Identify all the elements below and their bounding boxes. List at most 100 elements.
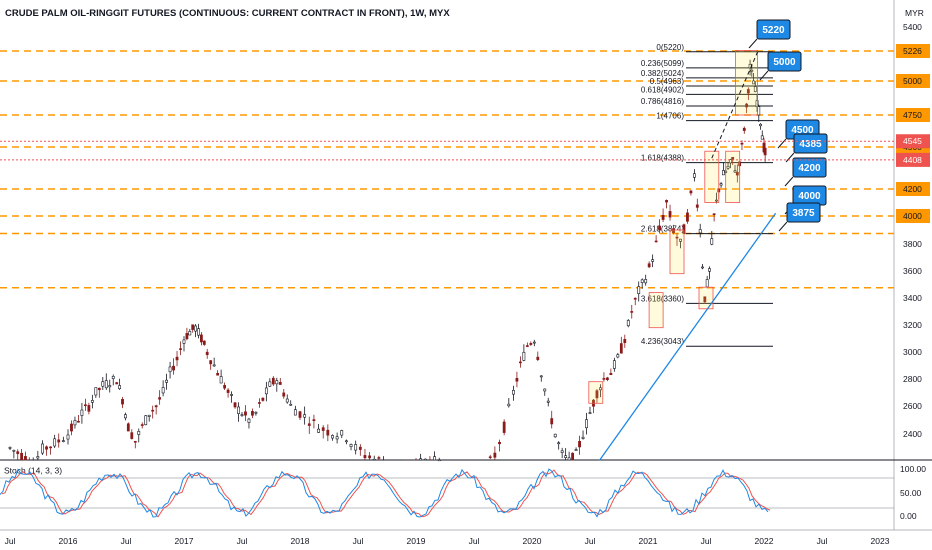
callout-4385[interactable]: 4385: [785, 133, 828, 163]
candle-body: [661, 214, 665, 220]
callout-5000[interactable]: 5000: [759, 51, 802, 81]
candle-body: [331, 435, 334, 439]
candle-body: [257, 402, 261, 404]
price-tick-label: 4200: [903, 184, 922, 194]
candles: [8, 50, 767, 462]
candle-body: [358, 446, 362, 450]
candle-body: [665, 199, 668, 203]
level-label-bg: [896, 44, 930, 58]
callout-4200[interactable]: 4200: [784, 157, 827, 187]
pattern-box[interactable]: [648, 292, 664, 329]
fib-anchor-line[interactable]: [711, 50, 759, 159]
price-pane[interactable]: [0, 0, 894, 460]
candle-body: [703, 296, 707, 303]
candle-body: [205, 351, 209, 355]
price-axis[interactable]: 2400 2600 2800 3000 3200 3400 3600 3800 4000 4200…: [0, 22, 930, 439]
stoch-tick-label: 0.00: [900, 511, 917, 521]
candle-body: [335, 436, 339, 440]
time-tick-label: Jul: [585, 536, 596, 546]
fib-label: 1(4706): [656, 112, 684, 121]
candle-body: [226, 389, 230, 393]
candle-body: [746, 89, 750, 94]
pattern-box[interactable]: [669, 229, 685, 275]
candle-body: [668, 211, 672, 218]
price-tick-label: 3200: [903, 320, 922, 330]
last-price-badge: [896, 152, 930, 167]
candle-body: [80, 409, 84, 416]
support-trendline[interactable]: [598, 212, 777, 461]
candle-body: [137, 431, 141, 435]
candle-body: [264, 387, 268, 395]
candle-body: [197, 328, 200, 336]
candle-body: [644, 279, 648, 284]
pattern-box[interactable]: [704, 150, 720, 203]
candle-body: [493, 452, 497, 458]
candle-body: [368, 455, 372, 459]
pattern-box[interactable]: [698, 286, 714, 310]
candle-body: [726, 165, 730, 169]
candle-body: [223, 385, 227, 389]
candle-body: [230, 394, 233, 396]
candle-body: [728, 159, 732, 164]
level-label-bg: [896, 209, 930, 223]
callout-label: 4500: [791, 125, 814, 136]
candle-body: [340, 430, 344, 436]
candle-body: [529, 343, 533, 345]
candle-body: [536, 356, 540, 360]
candle-body: [637, 286, 641, 294]
candle-body: [719, 183, 723, 186]
candle-body: [66, 434, 70, 440]
candle-body: [12, 449, 16, 452]
candle-body: [191, 324, 195, 330]
price-tick-label: 2800: [903, 374, 922, 384]
candle-body: [512, 389, 515, 395]
candle-body: [740, 142, 744, 145]
callout-3875[interactable]: 3875: [778, 202, 821, 232]
stoch-tick-label: 50.00: [900, 488, 922, 498]
candle-body: [602, 378, 606, 380]
pattern-box[interactable]: [735, 50, 758, 116]
trendline[interactable]: [598, 50, 777, 461]
candle-body: [20, 452, 24, 461]
candle-body: [172, 365, 175, 371]
candle-body: [124, 414, 127, 419]
candle-body: [188, 331, 192, 336]
candle-body: [293, 409, 297, 416]
candle-body: [101, 381, 105, 387]
candle-body: [209, 360, 213, 365]
candle-body: [522, 351, 526, 361]
candle-body: [755, 100, 759, 108]
stochastic-pane[interactable]: Stoch (14, 3, 3) 100.00 50.00 0.00: [0, 464, 926, 521]
candle-body: [759, 123, 762, 127]
time-axis[interactable]: Jul 2016 Jul 2017 Jul 2018 Jul 2019 Jul 2020 Jul 20…: [5, 536, 890, 546]
candle-body: [543, 388, 547, 392]
price-tick-label: 2400: [903, 429, 922, 439]
fib-label: 1.618(4388): [641, 154, 684, 163]
candle-body: [140, 424, 144, 426]
callouts[interactable]: 5220 5000 4500 4385 4200 4000 3875: [748, 19, 828, 232]
fib-label: 0(5220): [656, 43, 684, 52]
time-tick-label: 2020: [523, 536, 542, 546]
pattern-box[interactable]: [588, 381, 604, 404]
candle-body: [326, 429, 330, 436]
candle-body: [168, 366, 172, 373]
candle-body: [161, 387, 165, 394]
candle-body: [752, 80, 755, 85]
candle-body: [753, 86, 757, 92]
fibonacci-extension[interactable]: 0(5220)0.236(5099)0.382(5024)0.5(4963)0.…: [641, 43, 773, 347]
candle-body: [581, 436, 585, 439]
candle-body: [612, 360, 616, 369]
callout-5220[interactable]: 5220: [748, 19, 791, 49]
candle-body: [200, 334, 203, 343]
candle-body: [154, 405, 158, 408]
fib-label: 0.618(4902): [641, 85, 684, 94]
candle-body: [254, 411, 258, 414]
candle-body: [45, 446, 48, 450]
candle-body: [216, 372, 220, 376]
currency-label: MYR: [905, 8, 924, 18]
callout-label: 3875: [792, 208, 815, 219]
time-tick-label: Jul: [353, 536, 364, 546]
candle-body: [654, 240, 658, 243]
pattern-box[interactable]: [725, 150, 741, 203]
